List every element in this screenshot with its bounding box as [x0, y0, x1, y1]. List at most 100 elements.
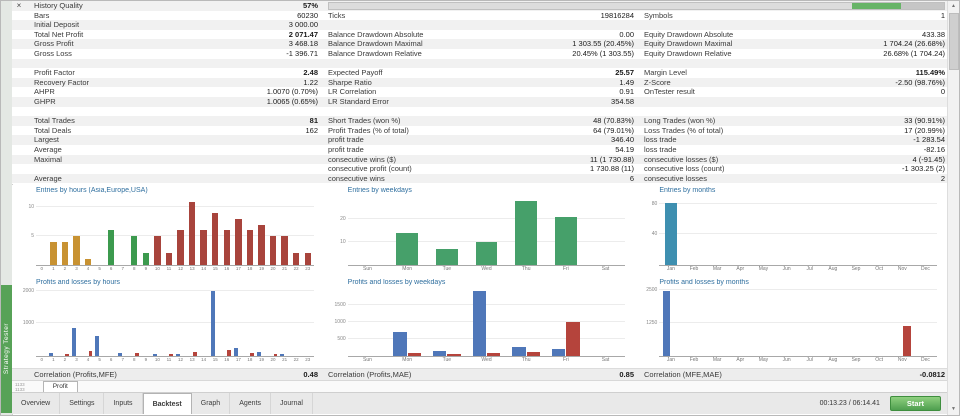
y-axis-tick: 1000: [22, 320, 34, 327]
chart-title: Entries by hours (Asia,Europe,USA): [36, 187, 148, 194]
stats-row: Total Trades 81 Short Trades (won %) 48 (70…: [12, 116, 947, 126]
stat-label: LR Correlation: [328, 87, 377, 97]
tab-backtest[interactable]: Backtest: [142, 393, 192, 414]
stat-label: Average: [34, 173, 62, 183]
gridline: [659, 233, 937, 235]
stats-row: consecutive profit (count) 1 730.88 (11) c…: [12, 164, 947, 174]
gridline: [36, 234, 314, 236]
x-axis-tick: 22: [293, 357, 299, 362]
stat-value: -82.16: [923, 144, 945, 154]
x-axis-tick: 15: [212, 357, 218, 362]
bar-loss: [65, 354, 70, 356]
close-icon[interactable]: ×: [16, 1, 22, 10]
stat-label: History Quality: [34, 1, 83, 10]
stat-label: Correlation (MFE,MAE): [644, 370, 722, 379]
tab-inputs[interactable]: Inputs: [104, 393, 143, 414]
bar-slot: [290, 288, 302, 357]
bar-slot: [348, 196, 388, 265]
x-axis-tick: 22: [293, 265, 299, 271]
x-axis-tick: Tue: [442, 357, 452, 363]
stat-label: Long Trades (won %): [644, 116, 716, 126]
scroll-down-icon[interactable]: ▼: [951, 406, 956, 412]
bar-slot: [256, 288, 268, 356]
bar-slot: [891, 196, 914, 265]
gridline: [347, 303, 626, 305]
stat-label: AHPR: [34, 87, 55, 97]
bar: [246, 230, 254, 265]
stat-value: 81: [309, 116, 318, 126]
stat-label: Expected Payoff: [328, 68, 383, 78]
y-axis-tick: 80: [651, 200, 658, 207]
bar-slot: [256, 196, 268, 265]
x-axis-tick: Feb: [689, 357, 699, 363]
bar: [435, 248, 458, 265]
vertical-scrollbar[interactable]: ▲ ▼: [947, 1, 959, 415]
start-button[interactable]: Start: [889, 396, 941, 411]
bar-slot: [506, 288, 546, 356]
stat-value: 0.91: [619, 87, 634, 97]
bar-slot: [586, 196, 626, 265]
bar-slot: [914, 288, 937, 357]
bar-slot: [117, 196, 129, 265]
tab-profit[interactable]: Profit: [42, 380, 78, 393]
bar-slot: [129, 288, 141, 356]
stat-value: 11 (1 730.88): [589, 154, 634, 164]
bar: [212, 213, 219, 265]
x-axis-tick: Apr: [736, 357, 745, 363]
strategy-tester-vertical-tab[interactable]: Strategy Tester: [1, 285, 12, 413]
x-axis-tick: 21: [282, 357, 288, 362]
scroll-up-icon[interactable]: ▲: [951, 3, 956, 9]
bottom-bar: Overview Settings Inputs Backtest Graph Agent…: [12, 392, 947, 414]
bar-slot: [302, 288, 314, 357]
x-axis-tick: 11: [166, 357, 172, 362]
x-axis-tick: Jun: [782, 357, 791, 363]
x-axis-tick: 11: [166, 265, 172, 271]
bar-slot: [36, 196, 48, 265]
bar-slot: [427, 196, 467, 265]
x-axis-tick: 21: [282, 265, 288, 271]
bar-slot: [221, 288, 233, 356]
bar-slot: [140, 288, 152, 357]
x-axis-tick: May: [758, 265, 769, 272]
bar-slot: [891, 288, 914, 356]
bar: [107, 230, 115, 265]
x-axis-tick: 8: [133, 265, 136, 271]
tab-agents[interactable]: Agents: [230, 393, 272, 414]
bar: [61, 241, 69, 265]
stat-label: Balance Drawdown Relative: [328, 48, 422, 58]
bar-loss: [487, 352, 501, 356]
stat-label: Largest: [34, 135, 60, 145]
x-axis-tick: 12: [178, 265, 184, 271]
bar-slot: [387, 288, 427, 356]
bar: [475, 241, 498, 265]
gridline: [659, 289, 937, 291]
tab-graph[interactable]: Graph: [192, 393, 231, 414]
bar: [73, 235, 80, 265]
chart-title: Profits and losses by months: [659, 278, 749, 286]
gridline: [347, 320, 626, 322]
stats-row: Largest profit trade 346.40 loss trade -1 28…: [12, 135, 947, 145]
bar-profit: [512, 347, 526, 356]
tab-settings[interactable]: Settings: [60, 393, 105, 414]
bar: [292, 253, 300, 265]
stat-value: 6: [629, 173, 634, 183]
bar-loss: [88, 351, 93, 356]
bar-slot: [267, 196, 279, 265]
tab-overview[interactable]: Overview: [12, 393, 61, 414]
x-axis-tick: 19: [258, 265, 264, 271]
scrollbar-thumb[interactable]: [949, 13, 959, 70]
x-axis-tick: 3: [75, 357, 78, 362]
tab-journal[interactable]: Journal: [271, 393, 313, 414]
stat-value: 1 704.24 (26.68%): [883, 39, 945, 49]
bar: [664, 202, 678, 265]
chart-bars: [36, 196, 314, 265]
stat-label: Total Net Profit: [34, 29, 84, 39]
stat-value: 4 (-91.45): [912, 154, 945, 164]
bar: [131, 235, 138, 265]
stats-row: Average consecutive wins 6 consecutive loss…: [12, 173, 947, 184]
x-axis-labels: Sun Mon Tue Wed Thu Fri Sat: [348, 266, 626, 275]
bar-loss: [250, 353, 255, 356]
bar-slot: [775, 288, 798, 357]
stat-value: 1.0070 (0.70%): [266, 87, 318, 97]
bar-slot: [152, 288, 164, 356]
